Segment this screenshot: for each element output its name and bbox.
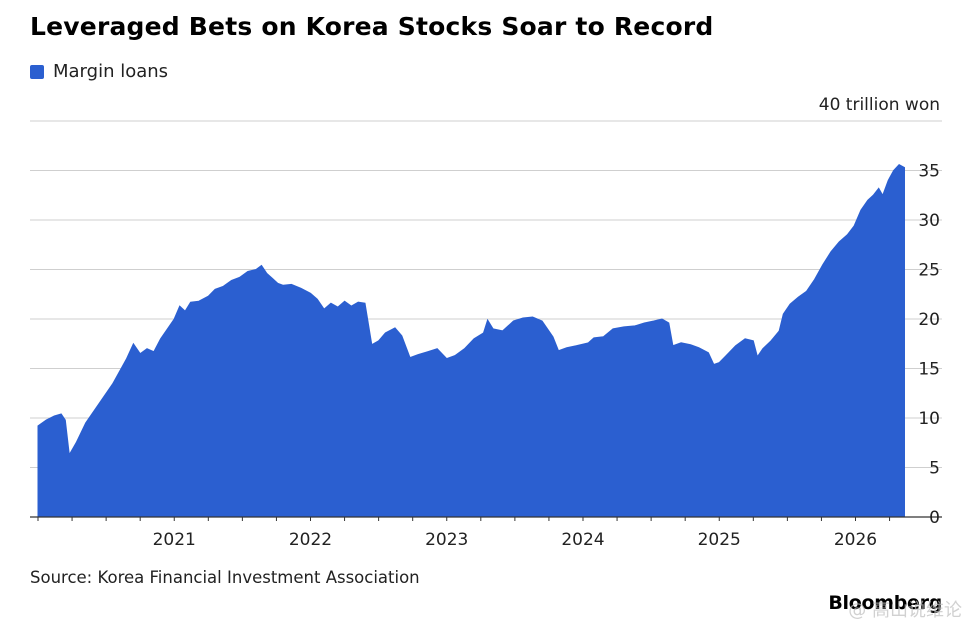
x-axis: 2021 2022 2023 2024 2025 2026 [30,516,942,550]
y-tick-label-5: 5 [929,459,940,479]
x-tick-label-2022: 2022 [289,530,332,550]
legend: Margin loans [30,61,168,82]
legend-swatch-margin-loans [30,64,44,79]
x-tick-label-2026: 2026 [834,530,877,550]
y-tick-label-30: 30 [918,211,940,231]
y-axis-unit-label: 40 trillion won [818,95,940,115]
series-area-margin-loans [37,163,905,518]
chart-title: Leveraged Bets on Korea Stocks Soar to R… [30,12,714,41]
y-tick-label-35: 35 [918,162,940,182]
y-axis-tick-labels: 0 5 10 15 20 25 30 35 [918,162,940,529]
y-tick-label-10: 10 [918,409,940,429]
x-tick-label-2021: 2021 [153,530,196,550]
y-tick-label-15: 15 [918,360,940,380]
x-tick-label-2024: 2024 [561,530,604,550]
brand-logo: Bloomberg [828,592,942,614]
y-tick-label-0: 0 [929,508,940,528]
y-tick-label-20: 20 [918,310,940,330]
y-tick-label-25: 25 [918,261,940,281]
watermark: @ 高山说维论 [848,600,962,621]
legend-label: Margin loans [53,61,169,82]
x-tick-label-2023: 2023 [425,530,468,550]
x-tick-label-2025: 2025 [698,530,741,550]
source-note: Source: Korea Financial Investment Assoc… [30,568,420,587]
